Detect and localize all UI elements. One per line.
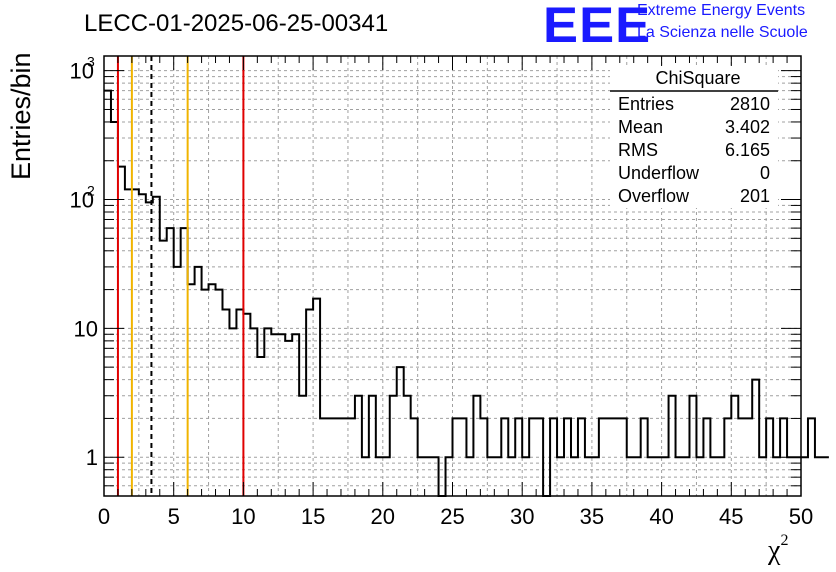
x-tick-label: 40 bbox=[649, 504, 673, 529]
x-tick-label: 5 bbox=[168, 504, 180, 529]
x-axis-label-base: χ bbox=[768, 535, 781, 566]
x-tick-label: 0 bbox=[98, 504, 110, 529]
eee-logo: EEE bbox=[543, 0, 652, 53]
y-tick-label: 10 bbox=[70, 188, 94, 213]
stats-row-label: Entries bbox=[618, 94, 674, 114]
chart-title: LECC-01-2025-06-25-00341 bbox=[84, 10, 389, 37]
y-tick-label: 10 bbox=[70, 59, 94, 84]
stats-row-value: 0 bbox=[760, 163, 770, 183]
logo-subtitle-1: Extreme Energy Events bbox=[637, 2, 806, 19]
stats-row-value: 2810 bbox=[730, 94, 770, 114]
x-tick-label: 10 bbox=[231, 504, 255, 529]
x-tick-label: 15 bbox=[301, 504, 325, 529]
x-axis-label: χ2 bbox=[768, 531, 789, 567]
x-tick-label: 45 bbox=[719, 504, 743, 529]
x-tick-label: 25 bbox=[440, 504, 464, 529]
logo-subtitle-2: La Scienza nelle Scuole bbox=[637, 24, 808, 41]
stats-row-value: 3.402 bbox=[725, 117, 770, 137]
stats-box-title: ChiSquare bbox=[655, 68, 740, 88]
y-tick-label-exponent: 3 bbox=[87, 54, 95, 70]
y-tick-label: 10 bbox=[74, 316, 98, 341]
y-axis-label: Entries/bin bbox=[6, 52, 36, 180]
y-tick-label-exponent: 2 bbox=[87, 183, 95, 199]
x-tick-label: 20 bbox=[371, 504, 395, 529]
y-tick-label: 1 bbox=[86, 445, 98, 470]
x-tick-label: 30 bbox=[510, 504, 534, 529]
stats-row-label: RMS bbox=[618, 140, 658, 160]
x-tick-label: 50 bbox=[789, 504, 813, 529]
stats-box bbox=[610, 66, 778, 208]
histogram-outline bbox=[104, 89, 829, 497]
stats-row-label: Underflow bbox=[618, 163, 700, 183]
stats-row-value: 6.165 bbox=[725, 140, 770, 160]
stats-row-label: Overflow bbox=[618, 186, 690, 206]
x-tick-label: 35 bbox=[580, 504, 604, 529]
stats-row-value: 201 bbox=[740, 186, 770, 206]
x-axis-label-sup: 2 bbox=[780, 531, 789, 549]
stats-row-label: Mean bbox=[618, 117, 663, 137]
